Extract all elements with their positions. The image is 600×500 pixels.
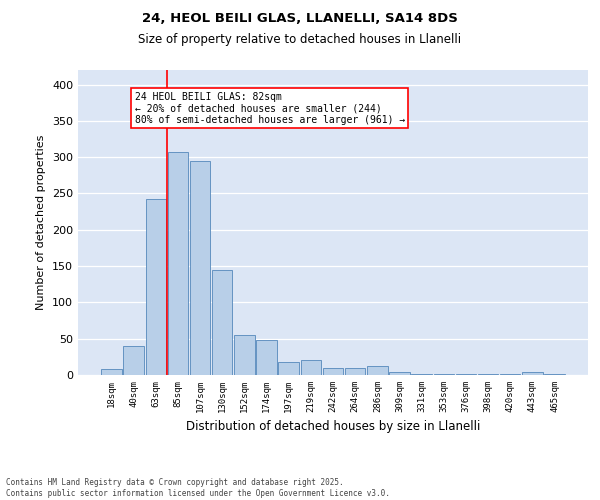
Text: 24, HEOL BEILI GLAS, LLANELLI, SA14 8DS: 24, HEOL BEILI GLAS, LLANELLI, SA14 8DS xyxy=(142,12,458,26)
Text: 24 HEOL BEILI GLAS: 82sqm
← 20% of detached houses are smaller (244)
80% of semi: 24 HEOL BEILI GLAS: 82sqm ← 20% of detac… xyxy=(134,92,405,125)
Y-axis label: Number of detached properties: Number of detached properties xyxy=(37,135,46,310)
Bar xyxy=(500,374,520,375)
Bar xyxy=(345,368,365,375)
Text: Size of property relative to detached houses in Llanelli: Size of property relative to detached ho… xyxy=(139,32,461,46)
Bar xyxy=(522,372,542,375)
Bar xyxy=(278,362,299,375)
Bar xyxy=(434,374,454,375)
X-axis label: Distribution of detached houses by size in Llanelli: Distribution of detached houses by size … xyxy=(186,420,480,434)
Bar xyxy=(544,374,565,375)
Bar xyxy=(323,368,343,375)
Bar xyxy=(101,369,122,375)
Bar xyxy=(389,372,410,375)
Bar xyxy=(212,270,232,375)
Bar xyxy=(124,346,144,375)
Bar xyxy=(167,152,188,375)
Bar xyxy=(412,374,432,375)
Bar xyxy=(301,360,321,375)
Bar xyxy=(146,200,166,375)
Bar xyxy=(256,340,277,375)
Bar xyxy=(478,374,499,375)
Bar xyxy=(367,366,388,375)
Bar xyxy=(190,161,210,375)
Bar xyxy=(234,335,254,375)
Text: Contains HM Land Registry data © Crown copyright and database right 2025.
Contai: Contains HM Land Registry data © Crown c… xyxy=(6,478,390,498)
Bar xyxy=(456,374,476,375)
